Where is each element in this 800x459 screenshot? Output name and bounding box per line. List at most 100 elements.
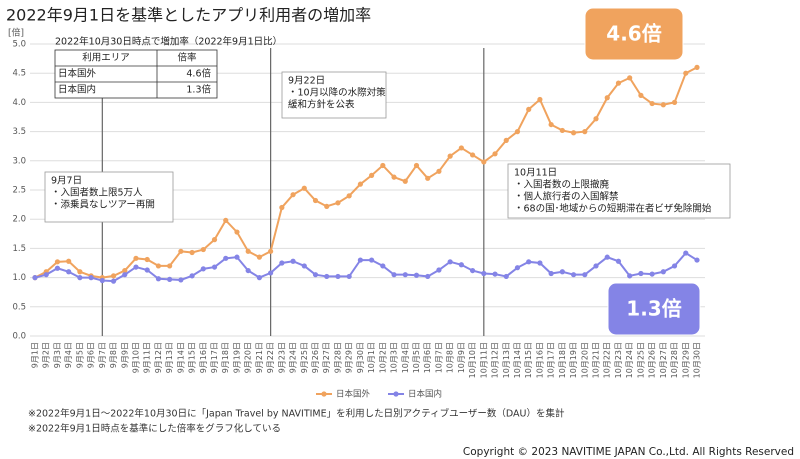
data-point [425,273,431,280]
data-point [66,269,72,275]
data-point [671,99,678,105]
x-tick-label: 9月3日 [53,342,62,368]
data-point [615,80,622,86]
data-point [32,275,38,281]
y-tick-label: 5.0 [12,40,26,50]
data-point [357,257,363,263]
x-tick-label: 10月14日 [513,342,522,378]
data-point [144,256,150,263]
x-tick-label: 9月11日 [143,342,152,373]
x-tick-label: 9月8日 [109,342,118,368]
x-tick-label: 9月10日 [131,342,140,373]
data-point [458,145,464,151]
data-point [526,259,532,265]
data-point [88,275,94,281]
data-point [447,259,453,265]
callout-box [584,7,684,61]
data-point [77,269,83,275]
x-tick-label: 9月26日 [311,342,320,373]
legend-label: 日本国内 [408,389,442,400]
x-tick-label: 10月21日 [592,342,601,378]
data-point [436,267,442,273]
data-point [133,264,139,270]
data-point [54,265,61,271]
x-tick-label: 9月6日 [87,342,96,368]
annotation-box [44,171,174,223]
chart-title: 2022年9月1日を基準としたアプリ利用者の増加率 [6,6,371,25]
data-point [683,70,689,76]
x-tick-label: 10月1日 [367,342,376,373]
x-tick-label: 10月24日 [625,342,634,378]
y-unit: [倍] [8,27,24,39]
data-point [627,273,633,279]
annotation-text: ・68の国･地域からの短期滞在者ビザ免除開始 [514,203,712,215]
data-point [380,263,386,269]
data-point [481,270,487,277]
table-cell: 利用エリア [82,52,130,64]
data-point [357,181,363,187]
data-point [290,258,296,264]
data-point [604,254,610,260]
data-point [167,276,173,282]
x-tick-label: 9月25日 [300,342,309,373]
data-point [649,100,655,107]
x-tick-label: 10月30日 [693,342,702,378]
annotation-text: 9月22日 [288,76,325,87]
y-tick-label: 3.5 [12,127,26,137]
data-point [211,264,218,270]
data-point [245,248,251,254]
data-point [638,92,644,98]
data-point [413,162,420,169]
table-title: 2022年10月30日時点で増加率（2022年9月1日比） [55,36,282,48]
x-tick-label: 10月3日 [390,342,399,373]
annotation-text: 緩和方針を公表 [288,99,355,111]
data-point [66,258,72,264]
footnote: ※2022年9月1日～2022年10月30日に「Japan Travel by … [28,408,565,420]
data-point [671,263,678,269]
data-point [469,267,476,274]
data-point [324,273,330,280]
data-point [570,130,577,136]
data-point [660,269,666,275]
annotation-box [281,71,387,119]
data-point [402,178,408,184]
x-tick-label: 9月22日 [266,342,275,373]
x-tick-label: 10月8日 [446,342,455,373]
x-tick-label: 9月21日 [255,342,264,373]
data-point [234,229,240,235]
data-point [683,250,689,256]
x-tick-label: 10月16日 [535,342,544,378]
copyright: Copyright © 2023 NAVITIME JAPAN Co.,Ltd.… [463,446,794,458]
data-point [290,192,296,198]
x-tick-label: 10月12日 [491,342,500,378]
data-point [492,151,498,157]
data-point [178,248,184,254]
data-point [391,174,397,180]
table-bg [54,49,218,99]
data-point [346,273,352,280]
data-point [391,272,397,278]
x-tick-label: 10月13日 [502,342,511,378]
data-point [200,246,206,253]
x-tick-label: 9月27日 [322,342,331,373]
data-point [548,270,554,277]
legend-marker [321,391,327,397]
x-tick-label: 10月9日 [457,342,466,373]
data-point [122,272,128,278]
x-tick-label: 9月15日 [188,342,197,373]
x-tick-label: 9月9日 [120,342,129,368]
y-tick-label: 4.0 [12,98,26,108]
y-tick-label: 1.0 [12,273,26,283]
x-tick-label: 10月27日 [659,342,668,378]
data-point [548,121,554,128]
callout-text: 4.6倍 [606,22,661,46]
legend-label: 日本国外 [336,389,371,400]
data-point [189,273,195,279]
data-point [335,200,341,206]
x-tick-label: 10月29日 [681,342,690,378]
data-point [604,95,610,101]
x-tick-label: 9月20日 [244,342,253,373]
data-point [245,267,251,274]
x-tick-label: 10月28日 [670,342,679,378]
